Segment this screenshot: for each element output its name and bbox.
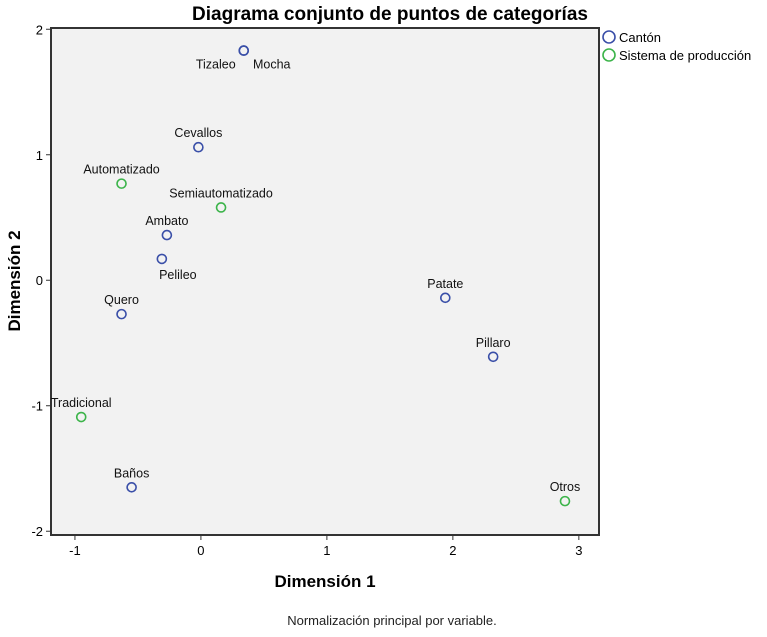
data-point: [440, 292, 451, 304]
data-point: [75, 411, 87, 423]
y-tick-label: -2: [31, 524, 43, 539]
data-point: [215, 202, 227, 213]
legend-marker: [602, 30, 616, 44]
y-tick-label: 1: [36, 148, 43, 163]
chart-title: Diagrama conjunto de puntos de categoría…: [192, 4, 588, 25]
point-label: Ambato: [145, 214, 188, 228]
data-point: [156, 253, 168, 265]
data-point: [559, 495, 571, 507]
x-tick-label: 1: [323, 543, 330, 558]
y-tick-label: -1: [31, 399, 43, 414]
data-point: [238, 45, 250, 56]
point-label: Mocha: [253, 58, 291, 72]
data-point: [126, 482, 137, 493]
legend-label: Cantón: [619, 30, 661, 45]
point-label: Semiautomatizado: [169, 186, 273, 200]
point-label: Quero: [104, 293, 139, 307]
point-label: Pillaro: [476, 336, 511, 350]
plot-area: [50, 27, 600, 536]
point-label: Cevallos: [174, 126, 222, 140]
x-axis-label: Dimensión 1: [274, 572, 375, 591]
point-label: Tradicional: [51, 396, 112, 410]
data-point: [161, 229, 173, 241]
point-label: Automatizado: [83, 163, 159, 177]
y-tick-label: 0: [36, 273, 43, 288]
x-tick-label: 3: [575, 543, 582, 558]
data-point: [193, 141, 204, 153]
x-tick-label: 2: [449, 543, 456, 558]
point-label: Otros: [550, 480, 581, 494]
y-axis-label: Dimensión 2: [5, 230, 24, 331]
footnote: Normalización principal por variable.: [287, 613, 497, 628]
x-tick-label: -1: [69, 543, 81, 558]
point-label: Tizaleo: [196, 58, 236, 72]
point-label: Pelileo: [159, 268, 197, 282]
point-label: Baños: [114, 466, 149, 480]
point-label: Patate: [427, 277, 463, 291]
y-tick-label: 2: [36, 22, 43, 37]
x-tick-label: 0: [197, 543, 204, 558]
data-point: [116, 308, 127, 320]
data-point: [487, 351, 499, 363]
legend-marker: [602, 48, 616, 62]
data-point: [116, 178, 127, 189]
legend-label: Sistema de producción: [619, 48, 751, 63]
